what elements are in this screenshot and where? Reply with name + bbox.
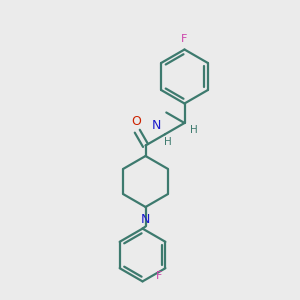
Text: O: O [131,115,141,128]
Text: F: F [181,34,188,44]
Text: H: H [164,137,172,147]
Text: H: H [190,125,198,135]
Text: N: N [152,119,161,132]
Text: N: N [141,213,150,226]
Text: F: F [156,271,162,281]
